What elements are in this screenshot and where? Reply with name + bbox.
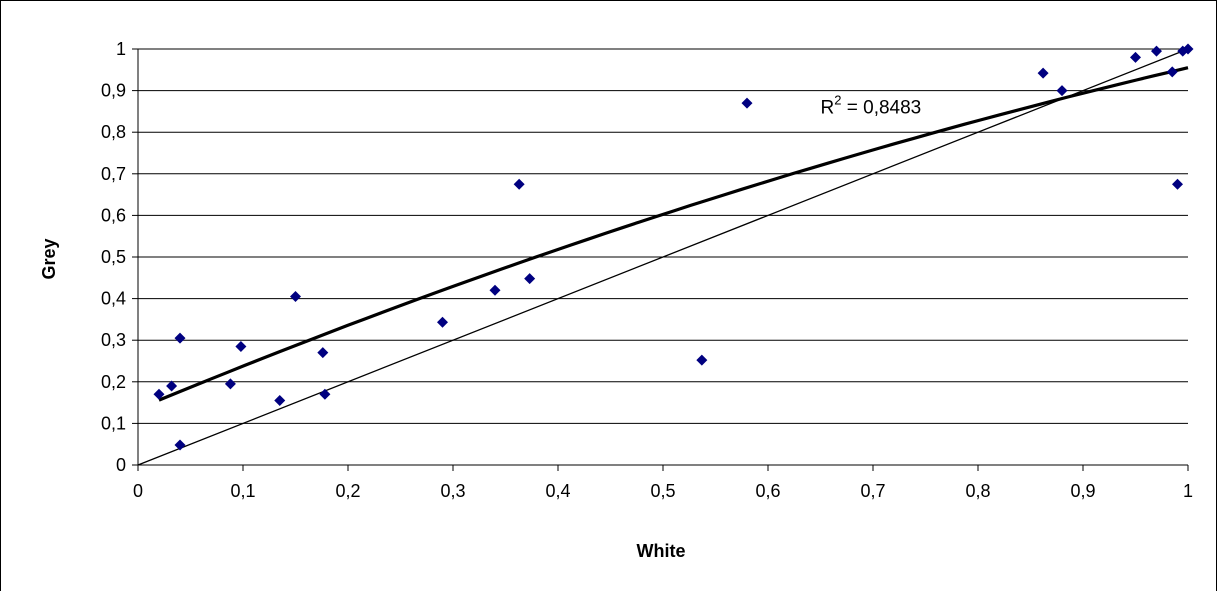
y-tick-label: 0,3 bbox=[101, 330, 126, 350]
data-point bbox=[317, 347, 329, 359]
r-squared-annotation: R2 = 0,8483 bbox=[821, 92, 922, 118]
x-tick-label: 0,2 bbox=[335, 481, 360, 501]
data-point bbox=[224, 378, 236, 390]
data-point bbox=[1151, 45, 1162, 57]
r-squared-value: = 0,8483 bbox=[841, 97, 921, 118]
data-point bbox=[153, 388, 165, 400]
x-tick-label: 0,7 bbox=[860, 481, 885, 501]
data-point bbox=[1182, 43, 1194, 55]
y-tick-label: 1 bbox=[116, 39, 126, 59]
y-tick-label: 0,7 bbox=[101, 164, 126, 184]
x-tick-label: 0 bbox=[133, 481, 143, 501]
y-tick-label: 0,4 bbox=[101, 289, 126, 309]
y-tick-label: 0,8 bbox=[101, 122, 126, 142]
y-tick-label: 0,5 bbox=[101, 247, 126, 267]
data-point bbox=[174, 439, 186, 451]
data-point bbox=[1172, 178, 1183, 190]
x-tick-label: 0,3 bbox=[440, 481, 465, 501]
data-point bbox=[166, 380, 178, 392]
y-axis-title: Grey bbox=[39, 238, 59, 279]
x-tick-label: 0,9 bbox=[1070, 481, 1095, 501]
axes bbox=[132, 48, 1189, 471]
data-point bbox=[319, 388, 331, 400]
fit-lines bbox=[137, 48, 1189, 466]
x-tick-label: 0,5 bbox=[650, 481, 675, 501]
y-tick-label: 0 bbox=[116, 455, 126, 475]
data-point bbox=[513, 178, 525, 190]
data-points bbox=[153, 43, 1194, 451]
data-point bbox=[235, 340, 247, 352]
r-squared-superscript: 2 bbox=[834, 92, 841, 107]
data-point bbox=[290, 291, 301, 303]
x-axis-title: White bbox=[637, 541, 686, 561]
data-point bbox=[1166, 66, 1178, 78]
x-tick-labels: 0 0,1 0,2 0,3 0,4 0,5 0,6 0,7 0,8 0,9 1 bbox=[133, 481, 1193, 501]
y-tick-label: 0,9 bbox=[101, 81, 126, 101]
y-tick-label: 0,6 bbox=[101, 205, 126, 225]
x-tick-label: 0,1 bbox=[230, 481, 255, 501]
r-squared-prefix: R bbox=[821, 97, 835, 118]
x-tick-label: 1 bbox=[1183, 481, 1193, 501]
data-point bbox=[1130, 51, 1141, 63]
x-tick-label: 0,8 bbox=[965, 481, 990, 501]
data-point bbox=[696, 354, 708, 366]
y-tick-label: 0,1 bbox=[101, 413, 126, 433]
x-tick-label: 0,6 bbox=[755, 481, 780, 501]
data-point bbox=[1037, 67, 1049, 79]
data-point bbox=[524, 273, 536, 285]
data-point bbox=[274, 395, 286, 407]
trendline bbox=[158, 66, 1189, 402]
data-point bbox=[174, 332, 186, 344]
data-point bbox=[1056, 85, 1068, 97]
data-point bbox=[741, 97, 753, 109]
y-tick-label: 0,2 bbox=[101, 372, 126, 392]
data-point bbox=[489, 284, 501, 296]
x-tick-label: 0,4 bbox=[545, 481, 570, 501]
reference-line bbox=[137, 48, 1189, 466]
data-point bbox=[437, 316, 448, 328]
y-tick-labels: 0 0,1 0,2 0,3 0,4 0,5 0,6 0,7 0,8 0,9 1 bbox=[101, 39, 126, 475]
